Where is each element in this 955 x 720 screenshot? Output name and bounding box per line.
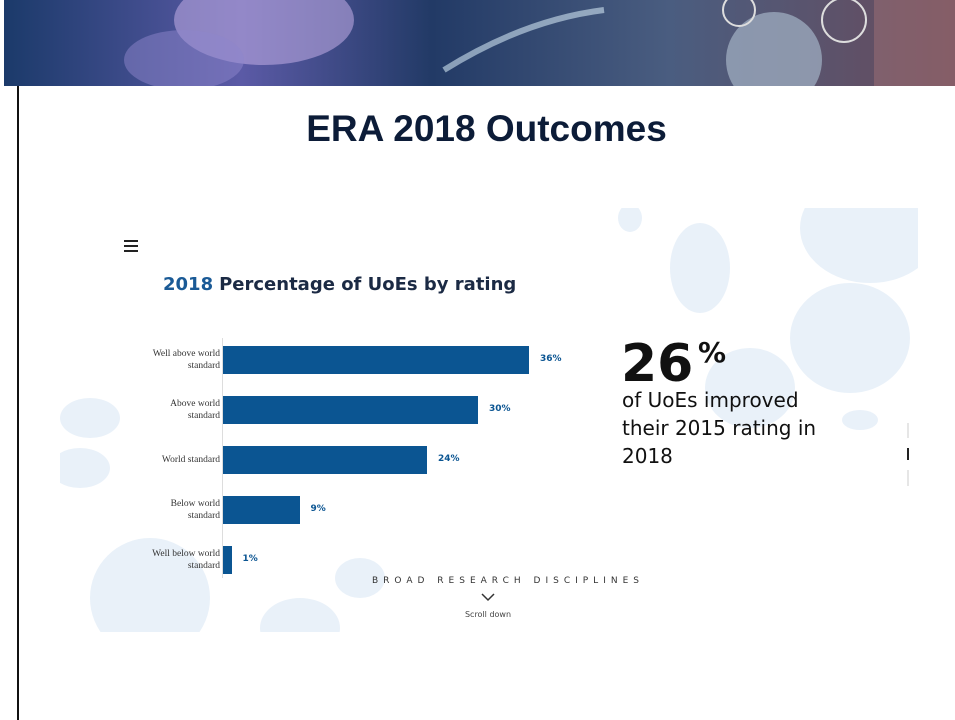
bar — [223, 396, 478, 424]
slide-title: ERA 2018 Outcomes — [306, 108, 667, 149]
value-label: 24% — [438, 454, 460, 464]
bar — [223, 546, 232, 574]
value-label: 36% — [540, 354, 562, 364]
background-shapes — [60, 208, 918, 632]
category-label: World standard — [161, 455, 220, 465]
bar — [223, 346, 529, 374]
category-label: Well above world standard — [152, 349, 220, 371]
scroll-label[interactable]: Scroll down — [464, 610, 512, 619]
category-label: Above world standard — [170, 399, 220, 421]
stat-text: of UoEs improved their 2015 rating in 20… — [622, 388, 817, 468]
bar — [223, 446, 427, 474]
chart-title: 2018 Percentage of UoEs by rating — [163, 274, 516, 295]
value-label: 9% — [310, 504, 326, 514]
bar — [223, 496, 300, 524]
chevron-icon[interactable] — [481, 593, 495, 602]
slide-border — [17, 86, 19, 720]
stat-unit: % — [698, 336, 727, 369]
chart-title-year: 2018 — [163, 274, 214, 295]
category-label: Below world standard — [170, 499, 220, 521]
value-label: 1% — [242, 554, 258, 564]
category-label: Well below world standard — [152, 549, 220, 571]
value-label: 30% — [489, 404, 511, 414]
menu-icon[interactable] — [124, 240, 138, 255]
section-label: BROAD RESEARCH DISCIPLINES — [372, 576, 644, 586]
chart-title-text: Percentage of UoEs by rating — [219, 274, 517, 295]
axis-line — [222, 338, 223, 578]
banner-image — [4, 0, 955, 86]
stat-number: 26 — [621, 334, 694, 394]
